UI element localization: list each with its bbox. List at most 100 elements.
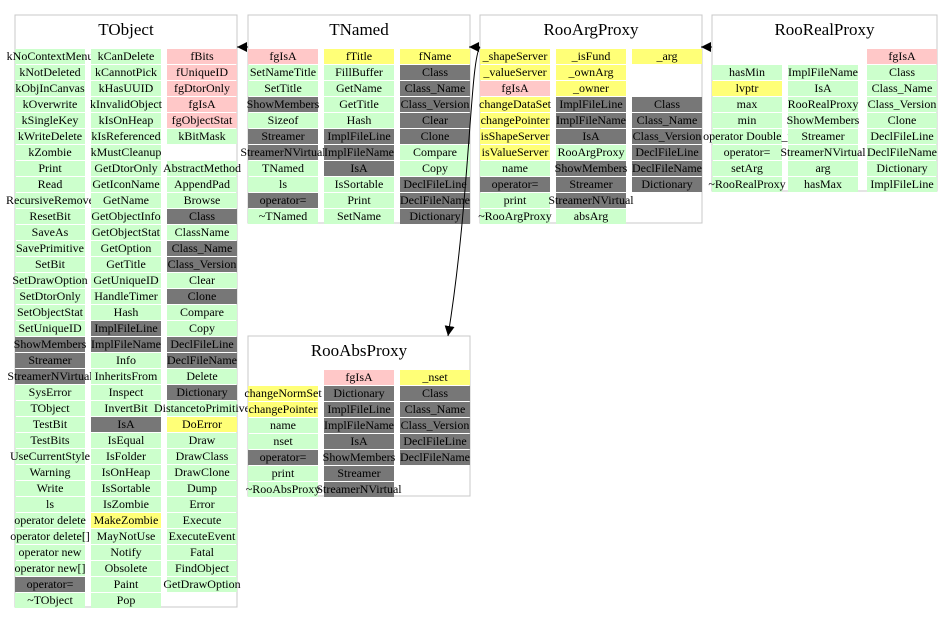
member-name: Dump [187,481,217,495]
member-cell [91,81,161,96]
member-cell [15,193,85,208]
member-cell [712,145,782,160]
member-name: ImplFileName [91,337,161,351]
member-cell [15,433,85,448]
member-name: ImplFileName [324,418,394,432]
member-name: StreamerNVirtual [548,193,634,207]
member-cell [91,145,161,160]
member-name: IsSortable [335,177,384,191]
member-name: kCanDelete [98,49,155,63]
member-cell [324,209,394,224]
member-name: Execute [183,513,222,527]
member-cell [167,513,237,528]
member-cell [324,386,394,401]
member-cell [15,177,85,192]
member-name: Clone [888,113,917,127]
member-name: TestBits [30,433,69,447]
member-cell [15,353,85,368]
member-name: DeclFileName [400,193,470,207]
member-name: RooArgProxy [557,145,624,159]
member-cell [867,81,937,96]
member-name: fgIsA [269,49,297,63]
member-cell [788,113,858,128]
member-cell [15,593,85,608]
member-name: ~RooArgProxy [478,209,552,223]
member-name: AbstractMethod [163,161,241,175]
member-cell [15,273,85,288]
member-name: IsA [582,129,600,143]
member-name: isValueServer [482,145,549,159]
member-name: ImplFileLine [870,177,933,191]
member-name: StreamerNVirtual [240,145,326,159]
member-cell [248,129,318,144]
member-cell [400,129,470,144]
member-name: _valueServer [482,65,546,79]
member-cell [248,193,318,208]
member-cell [867,49,937,64]
member-cell [91,305,161,320]
member-name: GetObjectStat [92,225,161,239]
member-name: Read [38,177,63,191]
member-cell [788,97,858,112]
member-name: ~RooAbsProxy [246,482,321,496]
member-name: GetName [103,193,149,207]
member-name: ShowMembers [247,97,320,111]
member-name: Copy [189,321,215,335]
member-cell [324,145,394,160]
member-name: FillBuffer [335,65,383,79]
member-cell [15,209,85,224]
class-box: RooArgProxy _shapeServer _valueServer fgIsA… [478,14,703,224]
member-cell [167,561,237,576]
member-name: absArg [574,209,608,223]
member-cell [91,545,161,560]
member-cell [91,369,161,384]
member-name: IsA [350,161,368,175]
class-title: TNamed [329,20,389,39]
member-name: Sizeof [268,113,299,127]
member-cell [15,529,85,544]
member-cell [91,593,161,608]
member-name: Class_Version [633,129,702,143]
member-name: TObject [30,401,70,415]
member-cell [788,129,858,144]
member-cell [400,386,470,401]
member-name: kIsReferenced [91,129,160,143]
member-cell [556,145,626,160]
member-name: Class_Name [172,241,233,255]
member-name: fgObjectStat [172,113,233,127]
class-box: RooRealProxy hasMin lvptr max min operator Do… [703,14,938,192]
member-name: IsA [350,434,368,448]
member-name: SetUniqueID [18,321,82,335]
member-cell [15,225,85,240]
member-cell [15,385,85,400]
member-cell [480,97,550,112]
member-cell [400,145,470,160]
member-cell [480,81,550,96]
member-cell [248,145,318,160]
member-name: Copy [422,161,448,175]
member-cell [167,113,237,128]
member-cell [91,241,161,256]
member-name: isShapeServer [481,129,550,143]
member-name: operator Double_t [703,129,791,143]
member-name: DeclFileLine [635,145,698,159]
member-cell [248,161,318,176]
member-name: _ownArg [567,65,613,79]
member-name: Warning [29,465,70,479]
member-name: kSingleKey [22,113,79,127]
member-cell [167,529,237,544]
member-name: kIsOnHeap [99,113,154,127]
member-cell [91,65,161,80]
class-box: TNamed fgIsA SetNameTitle SetTitle ShowMembe… [240,14,471,224]
member-name: RooRealProxy [788,97,859,111]
member-name: FindObject [175,561,230,575]
member-name: kZombie [28,145,71,159]
member-name: DrawClone [174,465,229,479]
member-name: InheritsFrom [95,369,158,383]
member-name: Write [37,481,64,495]
member-cell [556,97,626,112]
member-name: operator new[] [15,561,86,575]
member-name: UseCurrentStyle [10,449,90,463]
member-cell [248,81,318,96]
member-cell [248,386,318,401]
